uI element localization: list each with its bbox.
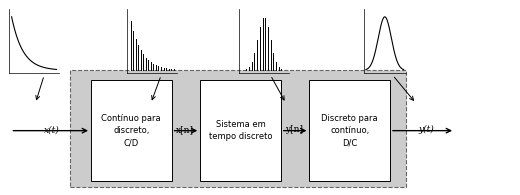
Text: y(t): y(t) [419, 125, 434, 134]
Text: Sistema em
tempo discreto: Sistema em tempo discreto [209, 120, 272, 141]
Text: Contínuo para
discreto,
C/D: Contínuo para discreto, C/D [101, 114, 161, 148]
Bar [70, 70, 406, 187]
Text: y[n]: y[n] [285, 125, 303, 134]
Bar [309, 80, 390, 181]
Text: x(t): x(t) [44, 125, 60, 134]
Bar [91, 80, 172, 181]
Text: Discreto para
contínuo,
D/C: Discreto para contínuo, D/C [321, 114, 378, 148]
Bar [200, 80, 281, 181]
Text: x[n]: x[n] [176, 125, 193, 134]
